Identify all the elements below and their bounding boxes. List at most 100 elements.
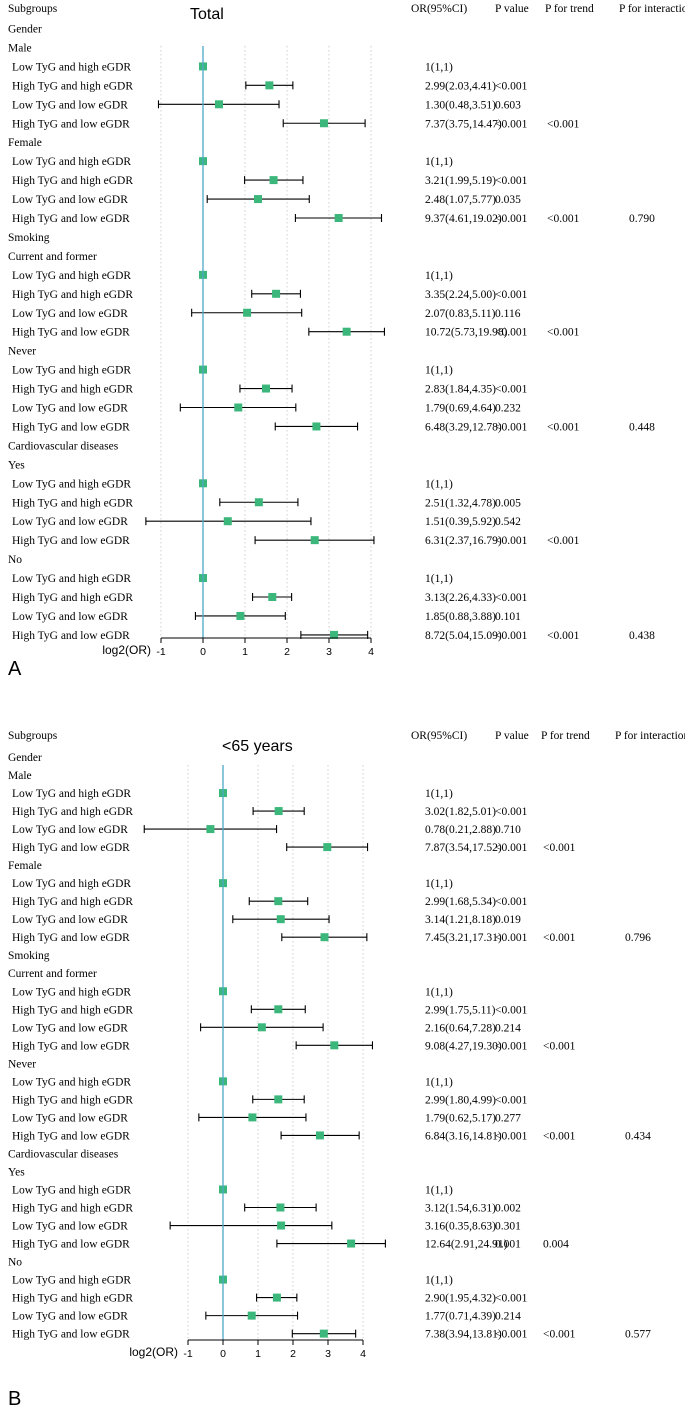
or-ci-value: 2.99(1.80,4.99) <box>425 1094 496 1106</box>
p-value: <0.001 <box>495 630 528 642</box>
or-ci-value: 1(1,1) <box>425 270 453 282</box>
or-ci-value: 1.30(0.48,3.51) <box>425 99 496 111</box>
row-label: High TyG and low eGDR <box>12 1329 130 1341</box>
row-label: High TyG and low eGDR <box>12 535 130 547</box>
row-label: High TyG and high eGDR <box>12 896 133 908</box>
row-label: High TyG and high eGDR <box>12 497 133 509</box>
row-label: High TyG and low eGDR <box>12 1040 130 1052</box>
or-ci-value: 1.85(0.88,3.88) <box>425 611 496 623</box>
row-label: High TyG and high eGDR <box>12 592 133 604</box>
x-tick-label: -1 <box>156 646 165 658</box>
p-trend-value: <0.001 <box>547 213 580 225</box>
or-ci-value: 3.02(1.82,5.01) <box>425 806 496 818</box>
or-ci-value: 1(1,1) <box>425 986 453 998</box>
row-label: High TyG and low eGDR <box>12 421 130 433</box>
point-estimate <box>274 897 283 906</box>
p-value: 0.101 <box>495 611 521 623</box>
row-label: Low TyG and low eGDR <box>12 611 128 623</box>
point-estimate <box>247 1311 256 1320</box>
subgroup-header: Smoking <box>8 950 50 962</box>
p-trend-value: <0.001 <box>543 1130 576 1142</box>
or-ci-value: 1(1,1) <box>425 156 453 168</box>
p-value: <0.001 <box>495 421 528 433</box>
p-trend-value: <0.001 <box>543 1040 576 1052</box>
row-label: High TyG and high eGDR <box>12 175 133 187</box>
row-label: Low TyG and high eGDR <box>12 156 131 168</box>
or-ci-value: 9.37(4.61,19.02) <box>425 213 502 225</box>
row-label: Low TyG and low eGDR <box>12 914 128 926</box>
p-value: 0.116 <box>495 308 521 320</box>
p-value: 0.019 <box>495 914 521 926</box>
point-estimate <box>272 1293 281 1302</box>
header-p-value: P value <box>495 730 529 742</box>
subgroup-header: Male <box>8 42 32 54</box>
header-p-value: P value <box>495 3 529 15</box>
subgroup-header: Female <box>8 860 42 872</box>
p-trend-value: <0.001 <box>547 535 580 547</box>
p-value: 0.002 <box>495 1203 521 1215</box>
or-ci-value: 2.99(2.03,4.41) <box>425 80 496 92</box>
point-estimate <box>214 100 223 109</box>
p-value: 0.277 <box>495 1112 521 1124</box>
p-trend-value: 0.004 <box>543 1239 569 1251</box>
subgroup-header: Cardiovascular diseases <box>8 1148 119 1160</box>
or-ci-value: 1(1,1) <box>425 365 453 377</box>
p-value: <0.001 <box>495 80 528 92</box>
point-estimate <box>206 825 215 834</box>
or-ci-value: 8.72(5.04,15.09) <box>425 630 502 642</box>
p-value: <0.001 <box>495 327 528 339</box>
p-interaction-value: 0.438 <box>629 630 655 642</box>
or-ci-value: 2.48(1.07,5.77) <box>425 194 496 206</box>
point-estimate <box>265 81 274 90</box>
point-estimate <box>254 195 263 204</box>
p-trend-value: <0.001 <box>547 421 580 433</box>
row-label: Low TyG and low eGDR <box>12 99 128 111</box>
point-estimate <box>319 119 328 128</box>
header-subgroups: Subgroups <box>8 730 58 742</box>
header-p-interaction: P for interaction <box>619 3 685 15</box>
x-tick-label: 0 <box>220 1348 226 1360</box>
point-estimate <box>234 403 243 412</box>
p-value: <0.001 <box>495 175 528 187</box>
header-or: OR(95%CI) <box>411 3 467 15</box>
point-estimate <box>272 289 281 298</box>
point-estimate <box>276 915 285 924</box>
row-label: Low TyG and low eGDR <box>12 403 128 415</box>
p-interaction-value: 0.448 <box>629 421 655 433</box>
row-label: High TyG and low eGDR <box>12 1130 130 1142</box>
or-ci-value: 7.37(3.75,14.47) <box>425 118 502 130</box>
row-label: Low TyG and high eGDR <box>12 365 131 377</box>
or-ci-value: 2.16(0.64,7.28) <box>425 1022 496 1034</box>
row-label: Low TyG and low eGDR <box>12 1112 128 1124</box>
point-estimate <box>315 1131 324 1140</box>
panel-a: Subgroups OR(95%CI) P value P for trend P fo… <box>8 3 685 680</box>
row-label: Low TyG and low eGDR <box>12 1022 128 1034</box>
row-label: Low TyG and high eGDR <box>12 573 131 585</box>
or-ci-value: 6.31(2.37,16.79) <box>425 535 502 547</box>
or-ci-value: 3.35(2.24,5.00) <box>425 289 496 301</box>
or-ci-value: 1(1,1) <box>425 788 453 800</box>
header-p-interaction: P for interaction <box>615 730 685 742</box>
header-p-trend: P for trend <box>545 3 594 15</box>
x-tick-label: 3 <box>326 646 332 658</box>
row-label: Low TyG and high eGDR <box>12 478 131 490</box>
row-label: High TyG and high eGDR <box>12 1203 133 1215</box>
panel-title: Total <box>190 6 224 23</box>
row-label: Low TyG and high eGDR <box>12 878 131 890</box>
or-ci-value: 2.99(1.68,5.34) <box>425 896 496 908</box>
p-trend-value: <0.001 <box>547 630 580 642</box>
or-ci-value: 2.83(1.84,4.35) <box>425 384 496 396</box>
p-trend-value: <0.001 <box>543 842 576 854</box>
panel-label: A <box>8 658 22 680</box>
or-ci-value: 3.21(1.99,5.19) <box>425 175 496 187</box>
row-label: High TyG and low eGDR <box>12 327 130 339</box>
or-ci-value: 3.14(1.21,8.18) <box>425 914 496 926</box>
p-value: <0.001 <box>495 118 528 130</box>
p-value: 0.710 <box>495 824 521 836</box>
or-ci-value: 1(1,1) <box>425 1184 453 1196</box>
header-p-trend: P for trend <box>541 730 590 742</box>
p-value: <0.001 <box>495 535 528 547</box>
row-label: Low TyG and high eGDR <box>12 788 131 800</box>
x-tick-label: 4 <box>368 646 374 658</box>
p-interaction-value: 0.577 <box>625 1329 651 1341</box>
